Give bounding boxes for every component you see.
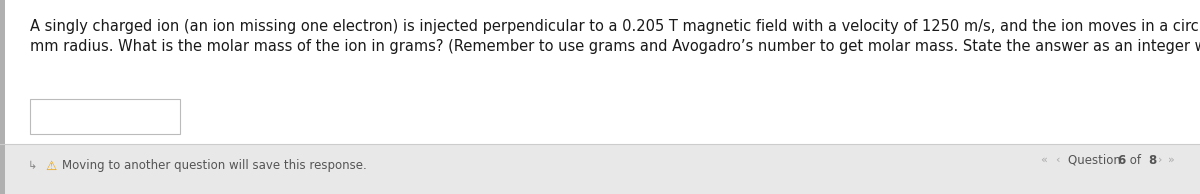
Text: »: »	[1168, 155, 1175, 165]
Text: mm radius. What is the molar mass of the ion in grams? (Remember to use grams an: mm radius. What is the molar mass of the…	[30, 39, 1200, 54]
Text: of: of	[1126, 153, 1145, 166]
Bar	[30, 99, 180, 134]
Text: «: «	[1040, 155, 1046, 165]
Text: A singly charged ion (an ion missing one electron) is injected perpendicular to : A singly charged ion (an ion missing one…	[30, 19, 1200, 34]
Bar	[0, 0, 5, 194]
Text: 8: 8	[1148, 153, 1157, 166]
Text: ↳: ↳	[28, 161, 37, 171]
Text: ›: ›	[1158, 155, 1163, 165]
Text: ‹: ‹	[1055, 155, 1060, 165]
Text: Question: Question	[1068, 153, 1124, 166]
Bar	[0, 144, 1200, 194]
Text: 6: 6	[1117, 153, 1126, 166]
Text: Moving to another question will save this response.: Moving to another question will save thi…	[62, 159, 367, 172]
Bar	[0, 0, 1200, 144]
Text: ⚠: ⚠	[46, 159, 56, 172]
